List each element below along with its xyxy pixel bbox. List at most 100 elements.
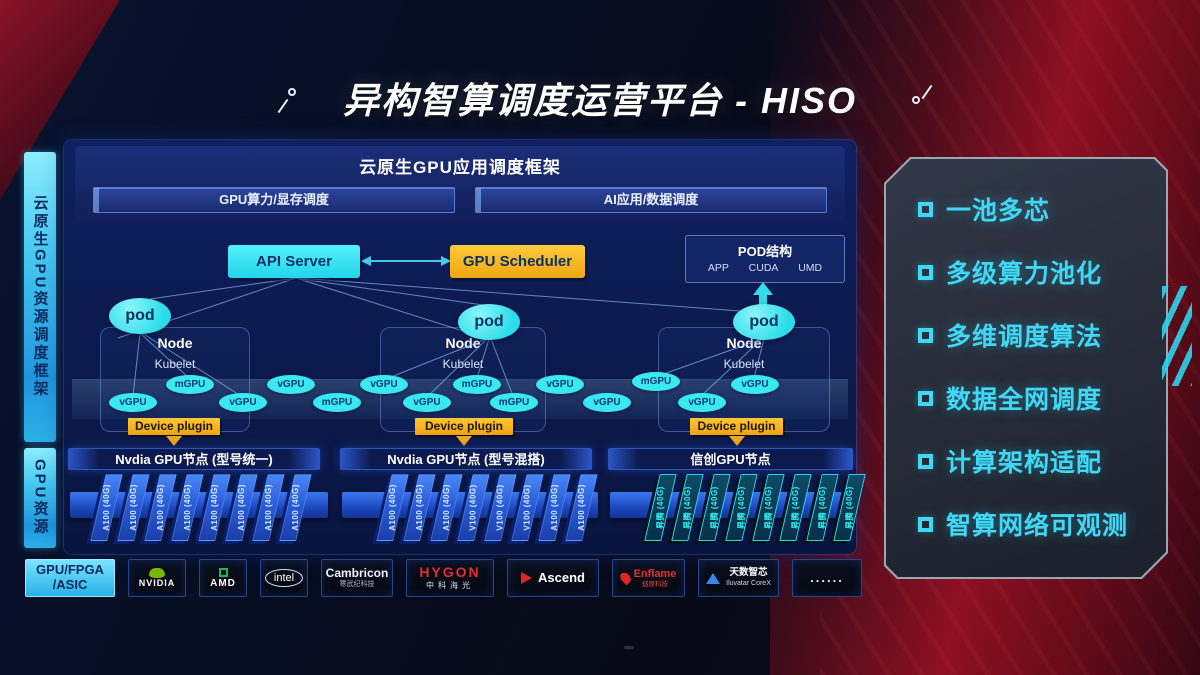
gpu-card: V100 (40G) bbox=[484, 474, 517, 541]
gpu-card: A100 (40G) bbox=[117, 474, 150, 541]
square-bullet-icon bbox=[918, 517, 933, 532]
gpu-card-label: A100 (40G) bbox=[210, 484, 220, 531]
pod-structure-item: UMD bbox=[798, 262, 823, 274]
gpu-card-label: A100 (40G) bbox=[102, 484, 112, 531]
vendor-name: NVIDIA bbox=[138, 577, 176, 588]
vendor-logo-row: GPU/FPGA /ASIC NVIDIA AMD intel Cambricon 寒武… bbox=[25, 559, 862, 597]
device-plugin-down-arrow-icon bbox=[166, 436, 182, 446]
vendor-name: ...... bbox=[810, 569, 844, 585]
api-server-box: API Server bbox=[228, 245, 360, 278]
gpu-card-group-3: 昇腾 (40G) 昇腾 (40G) 昇腾 (40G) 昇腾 (40G) 昇腾 (40G)… bbox=[644, 474, 866, 541]
gpu-card-label: A100 (40G) bbox=[291, 484, 301, 531]
gpu-card-label: V100 (40G) bbox=[523, 484, 533, 531]
vendor-subname: Iluvatar CoreX bbox=[726, 579, 771, 587]
hardware-types-box: GPU/FPGA /ASIC bbox=[25, 559, 115, 597]
feature-item-2: 多级算力池化 bbox=[918, 258, 1166, 286]
feature-label: 多级算力池化 bbox=[946, 260, 1103, 288]
pod-structure-items: APP CUDA UMD bbox=[686, 260, 844, 274]
vendor-logo-iluvatar: 天数智芯 Iluvatar CoreX bbox=[698, 559, 779, 597]
gpu-card: V100 (40G) bbox=[457, 474, 490, 541]
gpu-card: A100 (40G) bbox=[144, 474, 177, 541]
node-box-3: Node Kubelet bbox=[658, 327, 830, 432]
gpu-card-label: A100 (40G) bbox=[237, 484, 247, 531]
gpu-card: A100 (40G) bbox=[252, 474, 285, 541]
vendor-name: Cambricon bbox=[325, 566, 389, 581]
pod-structure-item: APP bbox=[707, 262, 729, 274]
vendor-logo-enflame: Enflame 燧原科技 bbox=[612, 559, 685, 597]
feature-label: 计算架构适配 bbox=[946, 449, 1103, 477]
feature-item-4: 数据全网调度 bbox=[918, 384, 1166, 412]
device-plugin-down-arrow-icon bbox=[729, 436, 745, 446]
vendor-logo-more: ...... bbox=[792, 559, 862, 597]
sidebar-label-cloud-native-framework: 云原生GPU资源调度框架 bbox=[24, 152, 56, 442]
node-label: Node bbox=[726, 335, 762, 351]
square-bullet-icon bbox=[918, 202, 933, 217]
feature-item-5: 计算架构适配 bbox=[918, 447, 1166, 475]
scheduler-framework-title: 云原生GPU应用调度框架 bbox=[359, 158, 561, 177]
gpu-card-label: 昇腾 (40G) bbox=[656, 486, 666, 529]
gpu-card: 昇腾 (40G) bbox=[779, 474, 812, 541]
kubelet-label: Kubelet bbox=[442, 357, 484, 371]
sidebar-label-gpu-resource: GPU资源 bbox=[24, 448, 56, 548]
gpu-card-label: 昇腾 (40G) bbox=[683, 486, 693, 529]
gpu-card: A100 (40G) bbox=[403, 474, 436, 541]
gpu-card-label: A100 (40G) bbox=[183, 484, 193, 531]
gpu-card-label: A100 (40G) bbox=[156, 484, 166, 531]
features-panel: 一池多芯多级算力池化 多维调度算法数据全网调度计算架构适配 智算网络可观测 bbox=[884, 157, 1168, 579]
vendor-subname: 中科海光 bbox=[426, 580, 474, 590]
features-list: 一池多芯多级算力池化 多维调度算法数据全网调度计算架构适配 智算网络可观测 bbox=[886, 159, 1166, 538]
footer-marker bbox=[624, 646, 634, 649]
feature-label: 一池多芯 bbox=[946, 197, 1051, 225]
gpu-card-group-1: A100 (40G) A100 (40G) A100 (40G) A100 (40G)… bbox=[90, 474, 312, 541]
gpu-card: A100 (40G) bbox=[538, 474, 571, 541]
gpu-card-label: 昇腾 (40G) bbox=[737, 486, 747, 529]
feature-label: 智算网络可观测 bbox=[946, 512, 1129, 540]
gpu-card: 昇腾 (40G) bbox=[725, 474, 758, 541]
features-panel-inner: 一池多芯多级算力池化 多维调度算法数据全网调度计算架构适配 智算网络可观测 bbox=[886, 159, 1166, 577]
enflame-logo-icon bbox=[617, 570, 633, 586]
pod-ellipse-3: pod bbox=[733, 304, 795, 340]
feature-label: 多维调度算法 bbox=[946, 323, 1103, 351]
feature-item-6: 智算网络可观测 bbox=[918, 510, 1166, 538]
gpu-card-label: V100 (40G) bbox=[496, 484, 506, 531]
vendor-logo-ascend: Ascend bbox=[507, 559, 599, 597]
gpu-card-label: 昇腾 (40G) bbox=[710, 486, 720, 529]
gpu-card: 昇腾 (40G) bbox=[752, 474, 785, 541]
sidebar-gpu-resource-text: GPU资源 bbox=[31, 459, 49, 537]
circuit-node-icon-right bbox=[912, 96, 920, 104]
circuit-node-icon-left bbox=[288, 88, 296, 96]
gpu-card-label: 昇腾 (40G) bbox=[818, 486, 828, 529]
kubelet-label: Kubelet bbox=[154, 357, 196, 371]
feature-item-3: 多维调度算法 bbox=[918, 321, 1166, 349]
gpu-card: V100 (40G) bbox=[511, 474, 544, 541]
kubelet-label: Kubelet bbox=[723, 357, 765, 371]
vendor-name: Enflame bbox=[633, 567, 677, 580]
vendor-name: Ascend bbox=[538, 569, 585, 585]
vendor-logo-amd: AMD bbox=[199, 559, 247, 597]
sidebar-framework-text: 云原生GPU资源调度框架 bbox=[31, 195, 49, 399]
node-label: Node bbox=[445, 335, 481, 351]
scheduler-framework-section: 云原生GPU应用调度框架 GPU算力/显存调度 AI应用/数据调度 bbox=[75, 146, 845, 222]
node-box-1: Node Kubelet bbox=[100, 327, 250, 432]
gpu-card: A100 (40G) bbox=[171, 474, 204, 541]
gpu-card: A100 (40G) bbox=[225, 474, 258, 541]
pod-structure-item: CUDA bbox=[748, 262, 779, 274]
gpu-card: 昇腾 (40G) bbox=[806, 474, 839, 541]
vendor-subname: 寒武纪科技 bbox=[339, 581, 375, 589]
square-bullet-icon bbox=[918, 454, 933, 469]
vendor-logo-hygon: HYGON 中科海光 bbox=[406, 559, 494, 597]
gpu-scheduler-box: GPU Scheduler bbox=[450, 245, 585, 278]
page-title: 异构智算调度运营平台 - HISO bbox=[342, 80, 857, 121]
square-bullet-icon bbox=[918, 328, 933, 343]
gpu-card-label: V100 (40G) bbox=[469, 484, 479, 531]
vendor-subname: 燧原科技 bbox=[641, 580, 668, 588]
device-plugin-down-arrow-icon bbox=[456, 436, 472, 446]
vendor-name: AMD bbox=[210, 577, 236, 589]
node-group-label-1: Nvdia GPU节点 (型号统一) bbox=[68, 448, 320, 470]
square-bullet-icon bbox=[918, 391, 933, 406]
vendor-name: intel bbox=[264, 568, 304, 588]
gpu-card-label: A100 (40G) bbox=[129, 484, 139, 531]
node-group-label-3: 信创GPU节点 bbox=[608, 448, 853, 470]
gpu-card: A100 (40G) bbox=[430, 474, 463, 541]
